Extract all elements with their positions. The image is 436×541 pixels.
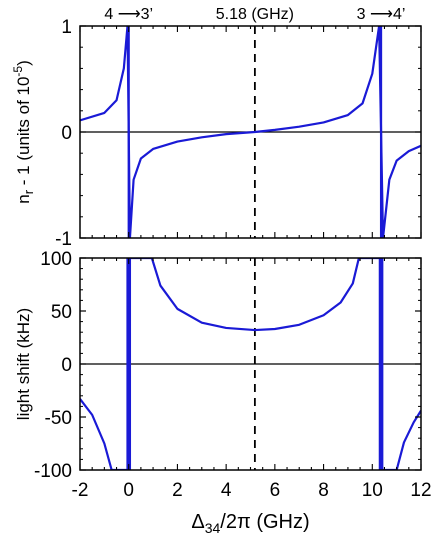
- bottom-xtick-label: 10: [362, 480, 383, 501]
- bottom-ytick-label: 100: [40, 249, 72, 270]
- top-ytick-label: -1: [55, 229, 72, 250]
- bottom-ytick-label: 50: [51, 302, 72, 323]
- x-axis-title-suffix: /2π (GHz): [220, 511, 309, 533]
- x-axis-title-prefix: Δ: [191, 511, 204, 533]
- x-axis-title: Δ34/2π (GHz): [191, 511, 309, 536]
- top-ylabel-prefix: n: [14, 194, 33, 203]
- top-ylabel-subscript: r: [21, 189, 36, 194]
- bottom-y-axis-label: light shift (kHz): [14, 308, 33, 420]
- bottom-xtick-label: 8: [318, 480, 329, 501]
- bottom-ytick-label: 0: [61, 355, 72, 376]
- bottom-ytick-label: -50: [45, 408, 72, 429]
- bottom-xtick-label: 2: [172, 480, 183, 501]
- bottom-xtick-label: 4: [221, 480, 232, 501]
- x-axis-title-subscript: 34: [205, 520, 221, 536]
- top-ytick-label: 1: [61, 17, 72, 38]
- bottom-series-line: [80, 258, 421, 470]
- bottom-xtick-label: 6: [270, 480, 281, 501]
- bottom-series-group: [80, 258, 421, 470]
- bottom-xtick-label: 12: [410, 480, 431, 501]
- annotation-transition-3-4: 3 ⟶4’: [357, 6, 406, 23]
- top-series-group: [80, 26, 421, 238]
- top-ytick-label: 0: [61, 123, 72, 144]
- top-series-line: [80, 26, 421, 238]
- top-ylabel-superscript: -5: [11, 66, 25, 77]
- bottom-xtick-label: 0: [123, 480, 134, 501]
- annotation-center-frequency: 5.18 (GHz): [216, 6, 294, 23]
- annotation-transition-4-3: 4 ⟶3’: [104, 6, 153, 23]
- bottom-xtick-label: -2: [72, 480, 89, 501]
- top-ylabel-mid: - 1 (units of 10: [14, 77, 33, 190]
- top-ylabel-suffix: ): [14, 60, 33, 66]
- top-y-axis-label: nr - 1 (units of 10-5): [11, 60, 36, 204]
- bottom-ytick-label: -100: [34, 461, 72, 482]
